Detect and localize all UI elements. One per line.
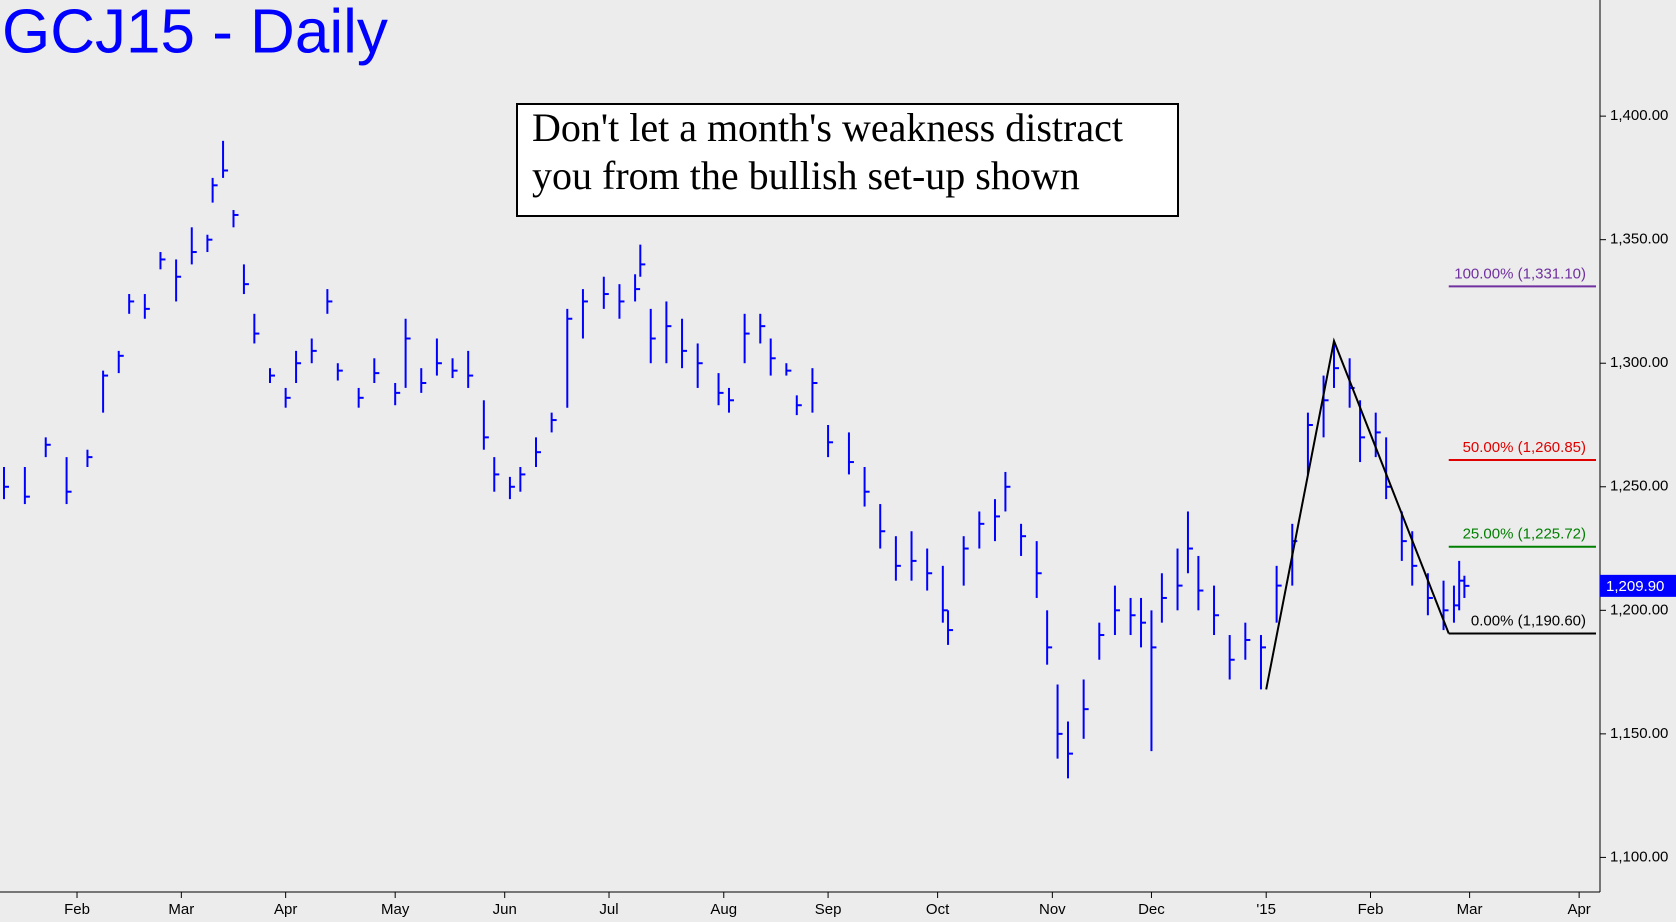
x-tick-label: Feb (64, 901, 90, 918)
fib-label: 25.00% (1,225.72) (1463, 526, 1586, 543)
x-tick-label: Jun (493, 901, 517, 918)
x-tick-label: Mar (1457, 901, 1483, 918)
x-tick-label: Apr (1567, 901, 1590, 918)
x-tick-label: Jul (599, 901, 618, 918)
x-tick-label: Mar (168, 901, 194, 918)
y-tick-label: 1,100.00 (1610, 848, 1668, 865)
y-tick-label: 1,150.00 (1610, 725, 1668, 742)
x-tick-label: Nov (1039, 901, 1066, 918)
y-tick-label: 1,250.00 (1610, 478, 1668, 495)
annotation-line: you from the bullish set-up shown (532, 153, 1080, 198)
x-tick-label: Feb (1358, 901, 1384, 918)
last-price-box (1600, 574, 1676, 597)
x-tick-label: Apr (274, 901, 297, 918)
y-tick-label: 1,350.00 (1610, 231, 1668, 248)
annotation-line: Don't let a month's weakness distract (532, 105, 1123, 150)
chart-title: GCJ15 - Daily (2, 0, 388, 66)
swing-line (1265, 337, 1450, 690)
x-tick-label: May (381, 901, 410, 918)
x-tick-label: Aug (710, 901, 737, 918)
fib-label: 50.00% (1,260.85) (1463, 439, 1586, 456)
x-tick-label: Dec (1138, 901, 1165, 918)
y-tick-label: 1,400.00 (1610, 107, 1668, 124)
fib-label: 0.00% (1,190.60) (1471, 613, 1586, 630)
x-tick-label: Oct (926, 901, 950, 918)
y-tick-label: 1,200.00 (1610, 601, 1668, 618)
x-tick-label: Sep (815, 901, 842, 918)
y-tick-label: 1,300.00 (1610, 354, 1668, 371)
fib-label: 100.00% (1,331.10) (1454, 265, 1586, 282)
last-price-label: 1,209.90 (1606, 578, 1664, 595)
annotation-box (516, 103, 1179, 217)
x-tick-label: '15 (1256, 901, 1276, 918)
